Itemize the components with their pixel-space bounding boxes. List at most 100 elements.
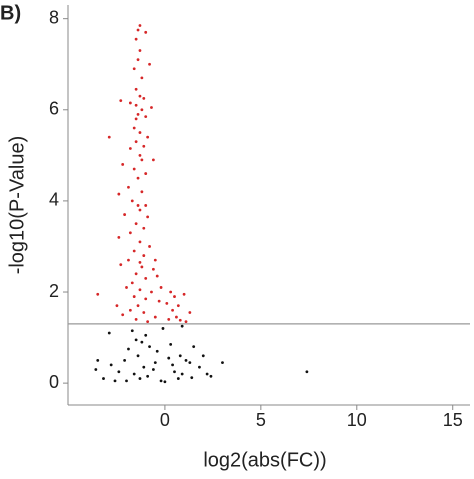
point (192, 345, 196, 349)
point (115, 304, 119, 308)
point (102, 377, 105, 380)
point (117, 235, 121, 239)
point (107, 331, 111, 335)
point (140, 158, 144, 162)
point (144, 204, 148, 207)
y-axis-label: -log10(P-Value) (6, 136, 28, 275)
point (161, 327, 165, 330)
point (151, 267, 155, 271)
point (134, 37, 138, 41)
point (146, 374, 150, 378)
point (178, 354, 182, 358)
point (117, 192, 121, 196)
point (142, 254, 146, 257)
point (134, 140, 138, 144)
point (163, 380, 167, 384)
x-tick-label: 5 (256, 410, 266, 430)
point (117, 370, 121, 374)
point (138, 261, 142, 264)
point (138, 240, 142, 244)
x-tick-label: 0 (160, 410, 170, 430)
point (171, 363, 174, 367)
point (305, 370, 309, 374)
point (176, 304, 180, 308)
point (153, 361, 157, 365)
point (169, 290, 173, 294)
y-tick-label: 0 (49, 372, 59, 392)
point (96, 358, 100, 362)
x-axis-label: log2(abs(FC)) (203, 449, 326, 471)
point (142, 365, 146, 369)
point (180, 372, 184, 376)
point (150, 106, 153, 109)
point (146, 135, 150, 139)
point (155, 349, 159, 353)
point (140, 340, 144, 344)
point (138, 208, 142, 212)
point (127, 258, 130, 262)
point (150, 290, 153, 294)
point (134, 103, 138, 107)
point (188, 361, 192, 365)
point (96, 292, 100, 296)
point (125, 379, 128, 383)
point (140, 76, 144, 80)
point (144, 30, 148, 34)
y-tick-label: 2 (49, 281, 59, 301)
point (134, 272, 138, 276)
point (138, 49, 142, 52)
point (138, 377, 142, 380)
y-tick-label: 6 (49, 99, 59, 119)
point (132, 295, 136, 298)
point (144, 276, 148, 280)
point (159, 379, 163, 383)
point (136, 176, 140, 180)
point (136, 354, 140, 358)
point (146, 320, 150, 324)
point (144, 172, 148, 175)
point (201, 354, 205, 358)
point (198, 365, 201, 369)
point (134, 87, 138, 91)
point (178, 318, 182, 322)
point (209, 374, 213, 378)
point (221, 361, 224, 365)
point (130, 281, 134, 285)
point (148, 345, 151, 349)
point (153, 258, 157, 262)
point (127, 347, 130, 351)
point (119, 263, 123, 267)
point (123, 358, 127, 362)
point (173, 370, 176, 374)
x-tick-label: 10 (347, 410, 367, 430)
point (127, 185, 130, 189)
point (184, 320, 188, 324)
point (136, 304, 140, 308)
point (138, 24, 142, 27)
point (136, 58, 140, 62)
point (171, 308, 174, 312)
point (144, 297, 148, 301)
point (182, 292, 186, 296)
point (134, 117, 138, 121)
point (132, 372, 136, 376)
point (140, 190, 144, 194)
point (123, 213, 127, 216)
point (188, 311, 192, 314)
point (119, 99, 123, 103)
point (132, 249, 136, 253)
point (157, 299, 161, 303)
point (113, 379, 117, 383)
point (128, 231, 132, 235)
point (165, 302, 169, 305)
point (138, 131, 142, 134)
point (130, 199, 134, 203)
point (148, 62, 151, 66)
point (144, 115, 148, 119)
point (146, 215, 150, 219)
point (155, 274, 159, 278)
x-tick-label: 15 (443, 410, 463, 430)
point (159, 286, 163, 289)
point (138, 94, 142, 98)
